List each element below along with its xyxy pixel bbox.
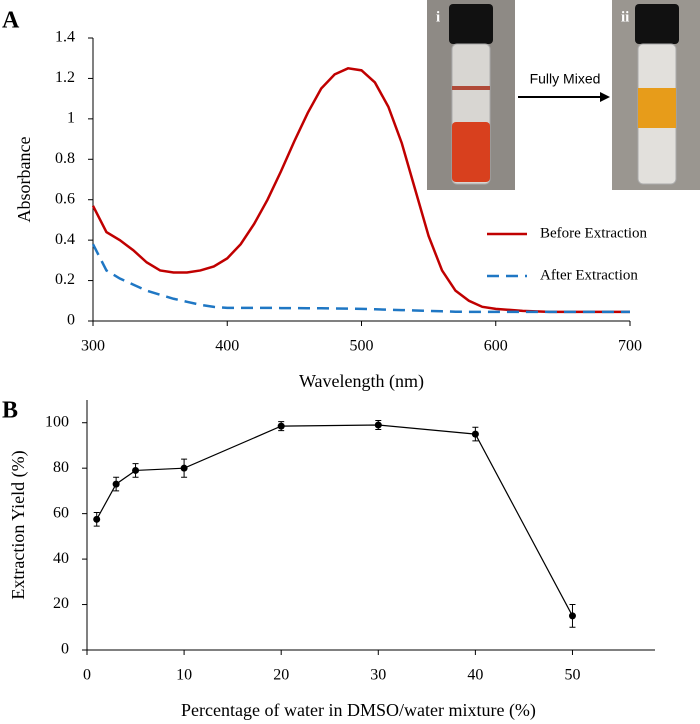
x-tick-label: 400 — [215, 338, 239, 355]
vial-cap — [635, 4, 679, 44]
y-tick-label: 0 — [67, 312, 75, 329]
vial-layer — [452, 86, 490, 90]
x-axis-label: Wavelength (nm) — [299, 371, 424, 392]
marker — [112, 480, 120, 488]
arrow-head — [600, 92, 610, 102]
y-tick-label: 0.6 — [55, 190, 75, 207]
marker — [471, 430, 479, 438]
y-tick-label: 1 — [67, 110, 75, 127]
inset-label: i — [436, 9, 440, 25]
y-tick-label: 0 — [61, 641, 69, 658]
y-tick-label: 0.4 — [55, 231, 75, 248]
vial-liquid — [452, 122, 490, 182]
y-axis-label: Extraction Yield (%) — [8, 450, 29, 599]
y-tick-label: 0.8 — [55, 150, 75, 167]
x-tick-label: 500 — [350, 338, 374, 355]
marker — [277, 422, 285, 430]
panel-label: B — [2, 398, 18, 424]
legend-label: After Extraction — [540, 267, 638, 283]
x-tick-label: 700 — [618, 338, 642, 355]
x-axis-label: Percentage of water in DMSO/water mixtur… — [181, 700, 536, 721]
y-tick-label: 60 — [53, 504, 69, 521]
y-axis-label: Absorbance — [14, 137, 34, 223]
vial-liquid — [638, 88, 676, 128]
y-tick-label: 20 — [53, 595, 69, 612]
x-tick-label: 300 — [81, 338, 105, 355]
x-tick-label: 40 — [467, 667, 483, 684]
y-tick-label: 40 — [53, 550, 69, 567]
y-tick-label: 100 — [45, 413, 69, 430]
x-tick-label: 600 — [484, 338, 508, 355]
marker — [374, 421, 382, 429]
x-tick-label: 20 — [273, 667, 289, 684]
series-line — [96, 424, 573, 617]
x-tick-label: 30 — [370, 667, 386, 684]
y-tick-label: 0.2 — [55, 271, 75, 288]
x-tick-label: 50 — [564, 667, 580, 684]
marker — [568, 612, 576, 620]
y-tick-label: 1.4 — [55, 29, 75, 46]
inset-photos: i ii Fully Mixed — [427, 0, 700, 190]
marker — [93, 515, 101, 523]
y-tick-label: 80 — [53, 459, 69, 476]
series-line — [91, 67, 630, 314]
marker — [180, 464, 188, 472]
x-tick-label: 10 — [176, 667, 192, 684]
arrow-label: Fully Mixed — [530, 71, 601, 87]
marker — [132, 466, 140, 474]
series-line — [91, 243, 630, 314]
legend-label: Before Extraction — [540, 225, 648, 241]
y-tick-label: 1.2 — [55, 69, 75, 86]
panel-label: A — [2, 8, 20, 34]
inset-label: ii — [621, 9, 629, 25]
vial-cap — [449, 4, 493, 44]
x-tick-label: 0 — [83, 667, 91, 684]
